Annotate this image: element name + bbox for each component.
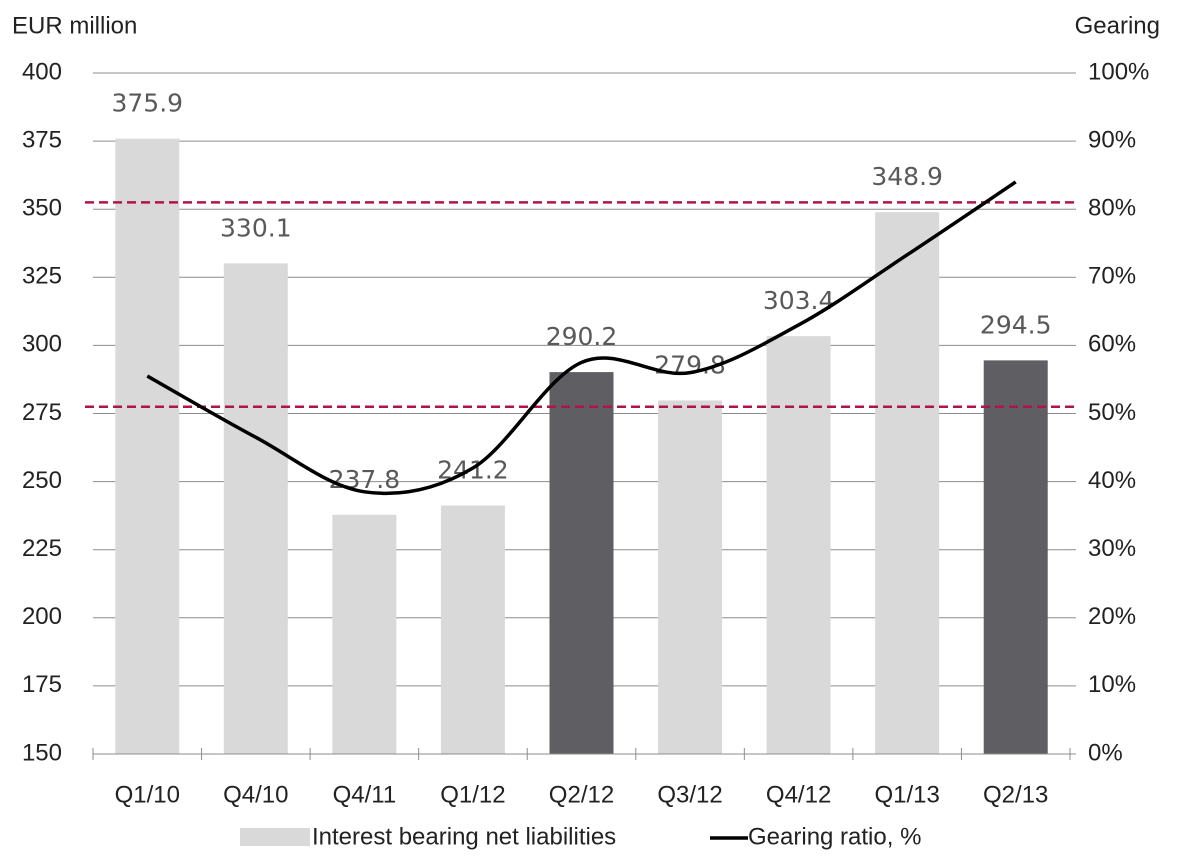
y-tick-label: 150 xyxy=(22,739,62,766)
y2-tick-label: 40% xyxy=(1088,467,1136,494)
bar xyxy=(766,336,831,754)
bar xyxy=(440,505,505,754)
y2-tick-label: 10% xyxy=(1088,671,1136,698)
bar xyxy=(875,212,940,754)
y-tick-label: 275 xyxy=(22,399,62,426)
y2-tick-label: 80% xyxy=(1088,195,1136,222)
x-tick-label: Q2/12 xyxy=(549,781,614,808)
y2-tick-label: 100% xyxy=(1088,58,1149,85)
x-tick-label: Q3/12 xyxy=(657,781,722,808)
bar xyxy=(549,372,614,754)
y-axis-title: EUR million xyxy=(12,12,137,39)
y2-axis-title: Gearing xyxy=(1075,12,1160,39)
x-tick-label: Q1/10 xyxy=(115,781,180,808)
y2-tick-label: 30% xyxy=(1088,535,1136,562)
data-label: 375.9 xyxy=(111,89,183,118)
legend-swatch xyxy=(240,828,310,846)
y2-tick-label: 50% xyxy=(1088,399,1136,426)
data-label: 237.8 xyxy=(329,465,401,494)
line xyxy=(146,180,1017,496)
y2-tick-label: 0% xyxy=(1088,739,1123,766)
y-tick-label: 250 xyxy=(22,467,62,494)
bar xyxy=(332,514,397,754)
y-tick-label: 400 xyxy=(22,58,62,85)
x-tick-label: Q4/12 xyxy=(766,781,831,808)
x-tick-label: Q2/13 xyxy=(983,781,1048,808)
x-tick-label: Q1/12 xyxy=(440,781,505,808)
legend-label: Interest bearing net liabilities xyxy=(312,823,616,850)
y2-tick-label: 20% xyxy=(1088,603,1136,630)
y-tick-label: 350 xyxy=(22,195,62,222)
data-label: 290.2 xyxy=(546,322,618,351)
y-tick-label: 175 xyxy=(22,671,62,698)
y-tick-label: 300 xyxy=(22,331,62,358)
bar xyxy=(658,400,723,754)
y2-tick-label: 60% xyxy=(1088,331,1136,358)
y2-tick-label: 90% xyxy=(1088,126,1136,153)
x-tick-label: Q1/13 xyxy=(874,781,939,808)
data-label: 294.5 xyxy=(980,310,1052,339)
y2-tick-label: 70% xyxy=(1088,263,1136,290)
data-label: 330.1 xyxy=(220,213,292,242)
x-tick-label: Q4/10 xyxy=(223,781,288,808)
bar xyxy=(223,263,288,754)
y-tick-label: 225 xyxy=(22,535,62,562)
y-tick-label: 375 xyxy=(22,126,62,153)
bar xyxy=(115,138,180,754)
y-tick-label: 325 xyxy=(22,263,62,290)
y-tick-label: 200 xyxy=(22,603,62,630)
data-label: 348.9 xyxy=(871,162,943,191)
x-tick-label: Q4/11 xyxy=(333,781,397,808)
bar xyxy=(983,360,1048,754)
legend-label: Gearing ratio, % xyxy=(748,823,921,850)
